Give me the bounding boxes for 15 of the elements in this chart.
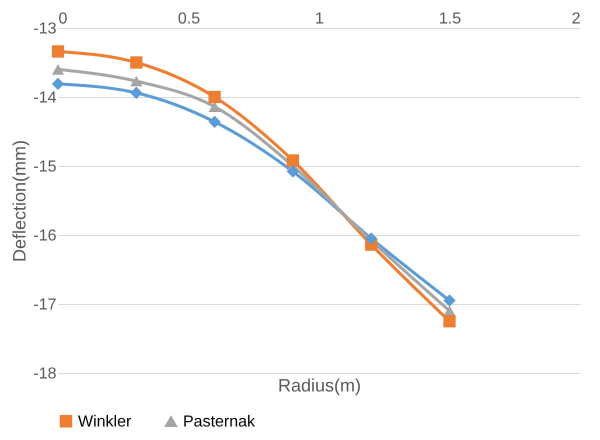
y-tick-label: -17 [33,296,57,314]
y-tick-label: -13 [33,20,57,38]
y-axis-title: Deflection(mm) [9,140,30,262]
legend-label: Pasternak [183,414,256,430]
legend-label: Winkler [78,413,132,430]
x-tick-label: 1 [315,10,324,28]
x-axis-title: Radius(m) [278,376,362,396]
x-tick-label: 2 [572,10,581,28]
y-tick-label: -15 [33,158,57,176]
y-tick-label: -18 [33,366,57,382]
y-tick-label: -14 [33,90,57,106]
x-tick-label: 0.5 [178,10,200,28]
y-tick-label: -16 [33,228,57,244]
x-tick-label: 1.5 [438,10,462,28]
x-tick-label: 0 [58,10,68,28]
